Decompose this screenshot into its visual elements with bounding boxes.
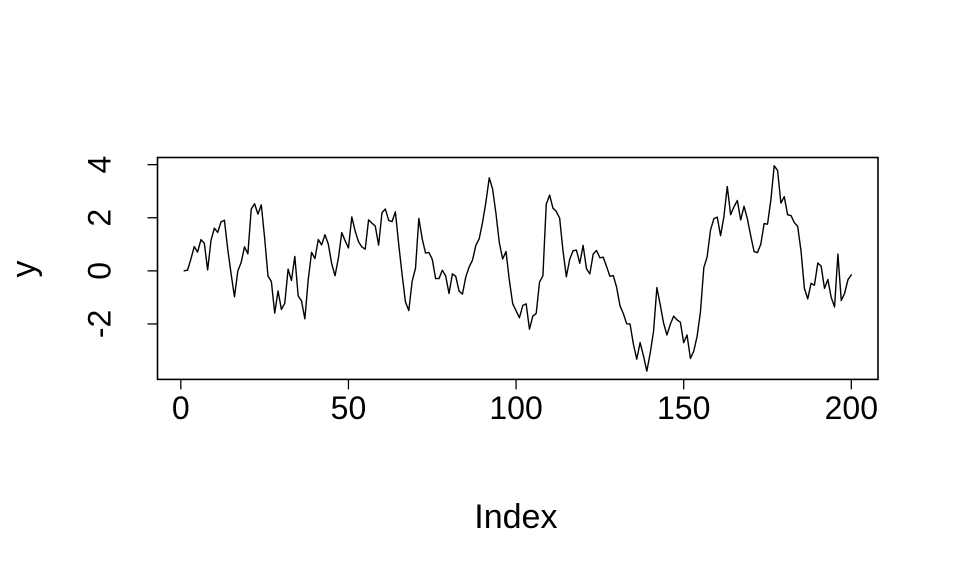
svg-text:0: 0: [172, 390, 190, 426]
svg-text:150: 150: [657, 390, 710, 426]
svg-text:200: 200: [825, 390, 878, 426]
svg-text:0: 0: [82, 262, 118, 280]
svg-text:4: 4: [82, 156, 118, 174]
svg-text:Index: Index: [474, 498, 557, 536]
svg-text:2: 2: [82, 209, 118, 227]
svg-text:y: y: [5, 261, 43, 278]
svg-text:50: 50: [331, 390, 367, 426]
svg-text:-2: -2: [82, 310, 118, 338]
svg-text:100: 100: [489, 390, 542, 426]
